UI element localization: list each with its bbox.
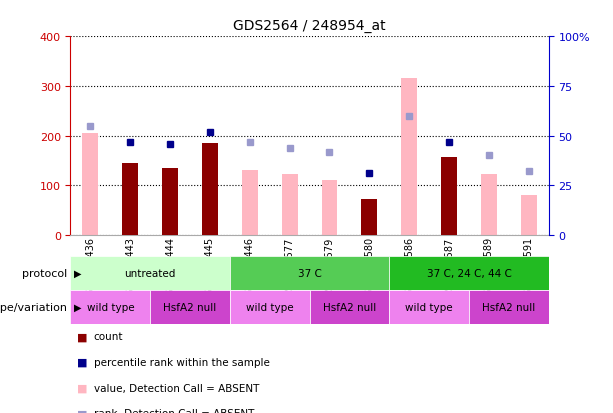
Text: ▶: ▶	[74, 268, 81, 278]
Bar	[282, 175, 298, 235]
Text: ▶: ▶	[74, 302, 81, 312]
Bar	[402, 79, 417, 235]
Bar	[150, 290, 230, 324]
Text: rank, Detection Call = ABSENT: rank, Detection Call = ABSENT	[94, 408, 254, 413]
Text: wild type: wild type	[86, 302, 134, 312]
Text: untreated: untreated	[124, 268, 176, 278]
Bar	[162, 169, 178, 235]
Bar	[389, 256, 549, 290]
Text: ■: ■	[77, 357, 87, 367]
Bar	[322, 181, 337, 235]
Text: value, Detection Call = ABSENT: value, Detection Call = ABSENT	[94, 383, 259, 393]
Bar	[441, 158, 457, 235]
Bar	[70, 256, 230, 290]
Title: GDS2564 / 248954_at: GDS2564 / 248954_at	[234, 19, 386, 33]
Bar	[362, 200, 377, 235]
Text: ■: ■	[77, 383, 87, 393]
Text: ■: ■	[77, 332, 87, 342]
Text: HsfA2 null: HsfA2 null	[164, 302, 216, 312]
Bar	[83, 134, 99, 235]
Bar	[481, 175, 497, 235]
Text: genotype/variation: genotype/variation	[0, 302, 67, 312]
Text: count: count	[94, 332, 123, 342]
Bar	[521, 196, 537, 235]
Text: wild type: wild type	[246, 302, 294, 312]
Bar	[242, 171, 258, 235]
Bar	[70, 290, 150, 324]
Text: HsfA2 null: HsfA2 null	[323, 302, 376, 312]
Bar	[202, 144, 218, 235]
Bar	[123, 164, 139, 235]
Text: HsfA2 null: HsfA2 null	[482, 302, 535, 312]
Text: protocol: protocol	[22, 268, 67, 278]
Text: wild type: wild type	[405, 302, 453, 312]
Text: percentile rank within the sample: percentile rank within the sample	[94, 357, 270, 367]
Text: 37 C: 37 C	[298, 268, 321, 278]
Bar	[469, 290, 549, 324]
Bar	[310, 290, 389, 324]
Text: ■: ■	[77, 408, 87, 413]
Text: 37 C, 24 C, 44 C: 37 C, 24 C, 44 C	[427, 268, 511, 278]
Bar	[389, 290, 469, 324]
Bar	[230, 290, 310, 324]
Bar	[230, 256, 389, 290]
